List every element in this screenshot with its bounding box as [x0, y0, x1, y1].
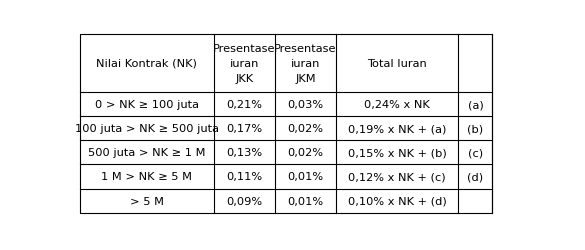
- Text: (c): (c): [468, 148, 483, 158]
- Text: 0,01%: 0,01%: [287, 196, 324, 206]
- Text: 0,10% x NK + (d): 0,10% x NK + (d): [348, 196, 447, 206]
- Text: 0,13%: 0,13%: [226, 148, 262, 158]
- Text: 0,15% x NK + (b): 0,15% x NK + (b): [348, 148, 447, 158]
- Text: Presentase
iuran
JKM: Presentase iuran JKM: [274, 44, 337, 84]
- Text: 0,21%: 0,21%: [226, 100, 262, 110]
- Text: > 5 M: > 5 M: [130, 196, 164, 206]
- Text: 500 juta > NK ≥ 1 M: 500 juta > NK ≥ 1 M: [88, 148, 205, 158]
- Text: 0,09%: 0,09%: [226, 196, 262, 206]
- Text: 0,24% x NK: 0,24% x NK: [364, 100, 430, 110]
- Text: 0 > NK ≥ 100 juta: 0 > NK ≥ 100 juta: [95, 100, 199, 110]
- Text: 1 M > NK ≥ 5 M: 1 M > NK ≥ 5 M: [101, 172, 192, 182]
- Text: 100 juta > NK ≥ 500 juta: 100 juta > NK ≥ 500 juta: [75, 124, 219, 134]
- Text: 0,11%: 0,11%: [226, 172, 262, 182]
- Text: Presentase
iuran
JKK: Presentase iuran JKK: [213, 44, 276, 84]
- Text: 0,17%: 0,17%: [226, 124, 262, 134]
- Text: Total Iuran: Total Iuran: [367, 59, 427, 69]
- Text: 0,02%: 0,02%: [287, 148, 324, 158]
- Text: 0,01%: 0,01%: [287, 172, 324, 182]
- Text: 0,12% x NK + (c): 0,12% x NK + (c): [349, 172, 446, 182]
- Text: 0,02%: 0,02%: [287, 124, 324, 134]
- Text: (d): (d): [467, 172, 484, 182]
- Text: (a): (a): [467, 100, 483, 110]
- Text: 0,19% x NK + (a): 0,19% x NK + (a): [348, 124, 446, 134]
- Text: Nilai Kontrak (NK): Nilai Kontrak (NK): [97, 59, 197, 69]
- Text: (b): (b): [467, 124, 484, 134]
- Text: 0,03%: 0,03%: [287, 100, 324, 110]
